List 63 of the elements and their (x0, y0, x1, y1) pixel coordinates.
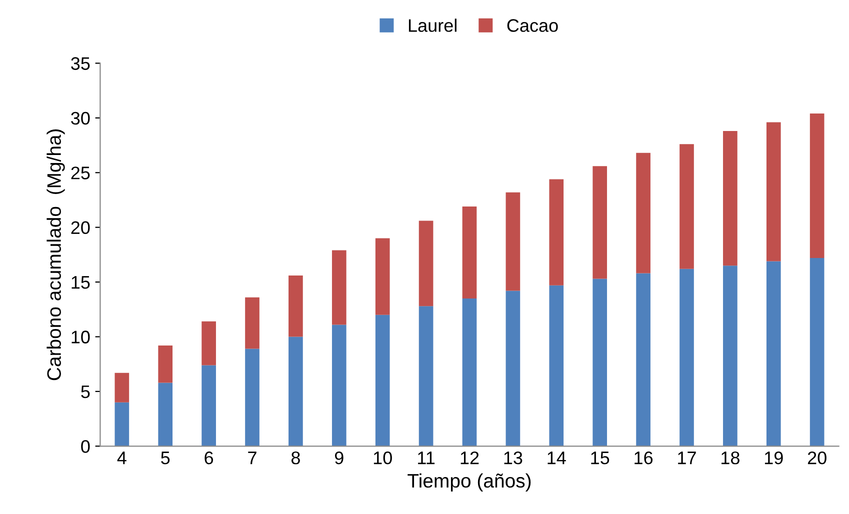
bar (462, 206, 477, 298)
bar (114, 402, 130, 446)
y-tick-label: 15 (72, 276, 90, 289)
bar (766, 122, 781, 262)
legend-label: Laurel (408, 18, 456, 32)
bar (288, 275, 303, 337)
legend-label: Cacao (507, 19, 558, 32)
bar (418, 220, 434, 306)
bar (680, 144, 694, 269)
bar (332, 250, 346, 325)
x-tick-label: 12 (460, 451, 479, 464)
bar (592, 278, 608, 446)
x-tick-label: 9 (334, 451, 344, 464)
bar (723, 131, 738, 266)
y-tick-label: 25 (71, 166, 90, 180)
x-tick-label: 14 (548, 452, 566, 464)
bar (202, 365, 216, 446)
bar (723, 266, 738, 446)
bar (158, 382, 173, 446)
bar (549, 179, 564, 286)
x-tick-label: 4 (117, 452, 126, 464)
x-tick-label: 7 (248, 452, 256, 464)
bar (680, 268, 694, 446)
x-tick-label: 16 (634, 451, 653, 464)
x-tick-label: 10 (374, 451, 392, 464)
bar (375, 314, 390, 446)
bar (506, 290, 520, 446)
bar (810, 258, 824, 446)
x-tick-label: 11 (418, 452, 435, 464)
y-tick-label: 5 (81, 386, 90, 398)
x-tick-label: 6 (204, 451, 214, 464)
bar (766, 261, 781, 446)
x-tick-label: 13 (504, 451, 522, 464)
bar (462, 298, 477, 446)
x-tick-label: 15 (591, 452, 610, 464)
x-tick-label: 18 (722, 451, 740, 464)
bar (245, 348, 260, 446)
bar (592, 166, 608, 279)
bar (245, 297, 260, 349)
x-tick-label: 5 (161, 452, 170, 464)
x-tick-label: 20 (808, 451, 826, 464)
y-tick-label: 35 (71, 57, 90, 70)
y-tick-label: 30 (71, 112, 90, 125)
bar (810, 114, 824, 258)
bar (158, 345, 173, 383)
bar (636, 273, 650, 446)
y-tick-label: 10 (72, 330, 90, 344)
x-axis-title: Tiempo (años) (408, 473, 531, 492)
bar (375, 238, 390, 315)
y-tick-label: 20 (71, 221, 90, 234)
bar (332, 324, 346, 446)
x-tick-label: 17 (678, 452, 696, 464)
y-tick-label: 0 (81, 440, 90, 453)
bar (288, 336, 303, 446)
y-axis-title: Carbono acumulado (Mg/ha) (46, 129, 65, 380)
bar (202, 321, 216, 366)
x-tick-label: 8 (291, 451, 300, 464)
bar (636, 152, 650, 274)
x-tick-label: 19 (764, 451, 783, 464)
bar (114, 372, 130, 402)
bar (506, 192, 520, 291)
bar (418, 306, 434, 446)
bar (549, 285, 564, 446)
